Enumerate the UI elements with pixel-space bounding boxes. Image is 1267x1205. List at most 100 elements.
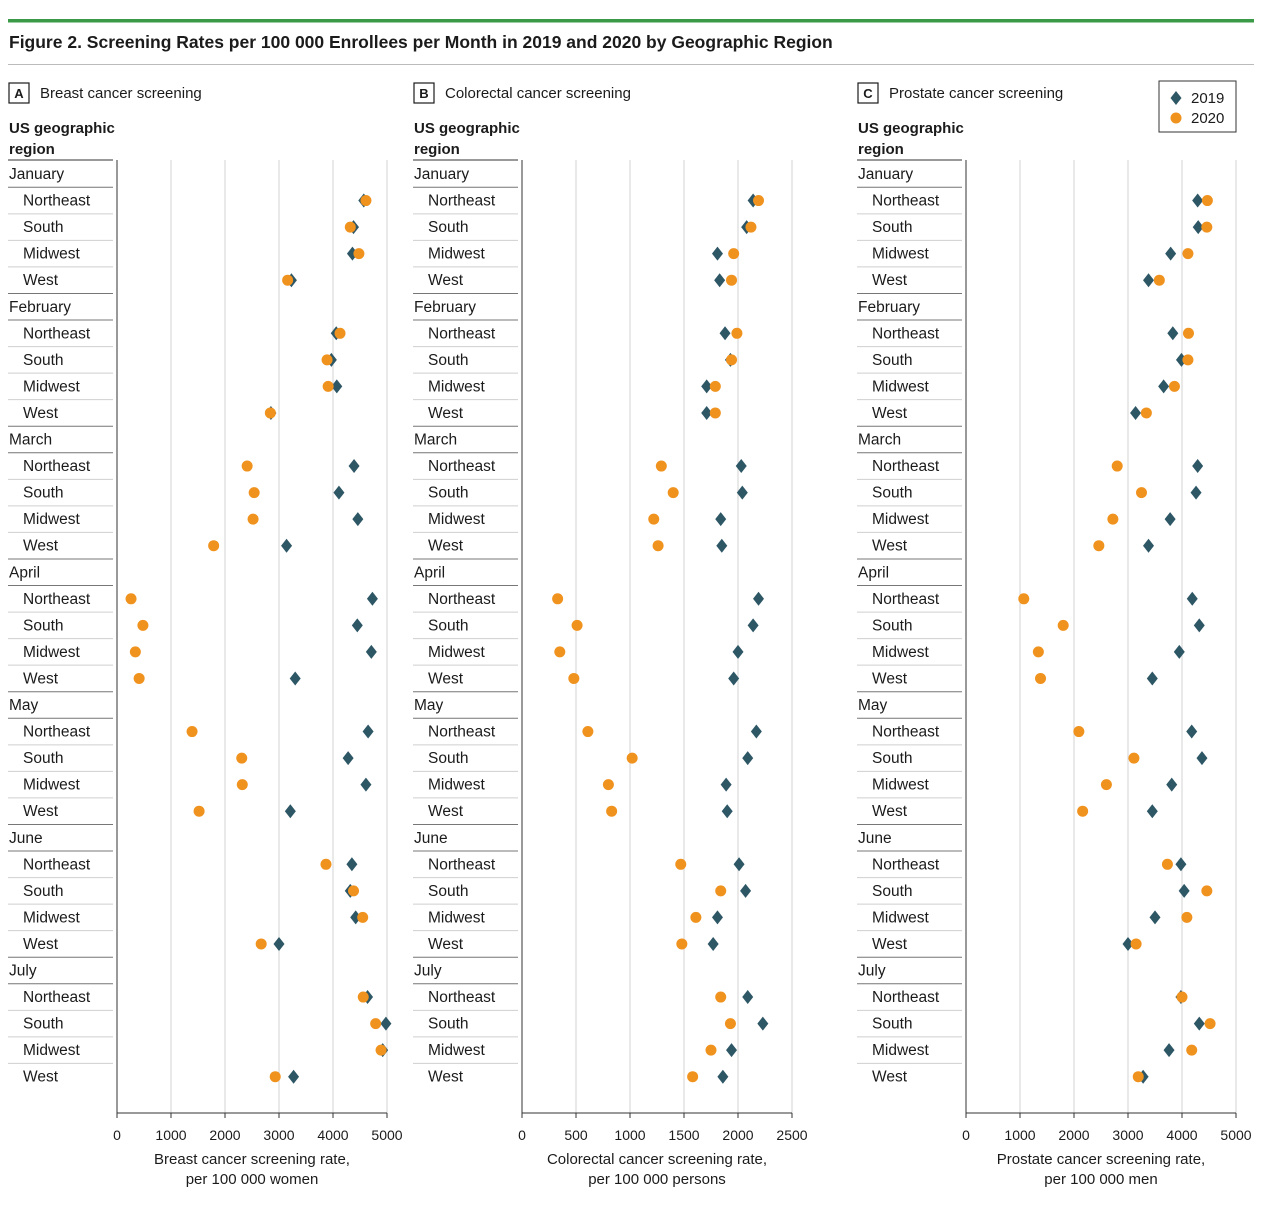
panel-title: Breast cancer screening	[40, 85, 202, 102]
region-label: South	[428, 883, 469, 900]
region-label: South	[428, 1016, 469, 1033]
x-tick-label: 4000	[317, 1127, 348, 1143]
point-2019	[747, 618, 759, 633]
point-2020	[264, 407, 276, 419]
point-2019	[1130, 405, 1142, 420]
point-2020	[236, 752, 248, 764]
point-2020	[129, 646, 141, 658]
point-2020	[357, 911, 369, 923]
point-2020	[1201, 221, 1213, 233]
month-label: July	[858, 963, 886, 980]
point-2019	[716, 538, 728, 553]
point-2020	[1186, 1044, 1198, 1056]
point-2019	[352, 512, 364, 527]
panel-a: A Breast cancer screening US geographic reg…	[8, 82, 403, 1188]
region-label: Northeast	[872, 193, 940, 210]
month-label: February	[414, 299, 476, 316]
panel-title: Colorectal cancer screening	[445, 85, 631, 102]
x-tick-label: 2000	[722, 1127, 753, 1143]
point-2020	[728, 248, 740, 260]
point-2020	[255, 938, 267, 950]
point-2019	[733, 857, 745, 872]
point-2019	[331, 379, 343, 394]
row-header-line-1: US geographic	[858, 120, 964, 137]
point-2019	[348, 459, 360, 474]
point-2019	[719, 326, 731, 341]
point-2020	[1035, 672, 1047, 684]
region-label: Midwest	[23, 644, 81, 661]
point-2020	[582, 726, 594, 738]
point-2019	[1166, 777, 1178, 792]
point-2020	[1100, 779, 1112, 791]
point-2020	[370, 1018, 382, 1030]
point-2020	[320, 858, 332, 870]
point-2020	[137, 619, 149, 631]
region-label: West	[872, 405, 908, 422]
region-label: Midwest	[23, 511, 81, 528]
point-2019	[711, 246, 723, 261]
region-label: Midwest	[428, 246, 486, 263]
x-tick-label: 5000	[1220, 1127, 1251, 1143]
point-2020	[1204, 1018, 1216, 1030]
region-label: South	[23, 219, 64, 236]
point-2020	[1018, 593, 1030, 605]
point-2020	[334, 327, 346, 339]
point-2019	[1192, 193, 1204, 208]
region-label: Midwest	[23, 909, 81, 926]
point-2019	[742, 751, 754, 766]
figure-title: Figure 2. Screening Rates per 100 000 En…	[9, 32, 833, 52]
point-2019	[366, 591, 378, 606]
point-2019	[281, 538, 293, 553]
point-2020	[602, 779, 614, 791]
region-label: Northeast	[23, 724, 91, 741]
legend-box	[1158, 80, 1237, 133]
point-2019	[1196, 751, 1208, 766]
x-axis-label-line-1: Breast cancer screening rate,	[154, 1151, 350, 1168]
region-label: South	[428, 750, 469, 767]
point-2020	[715, 885, 727, 897]
point-2019	[1146, 804, 1158, 819]
title-divider	[8, 64, 1254, 65]
panels: A Breast cancer screening US geographic reg…	[8, 82, 1252, 1188]
point-2019	[1165, 246, 1177, 261]
point-2019	[1146, 671, 1158, 686]
region-label: South	[428, 352, 469, 369]
point-2020	[554, 646, 566, 658]
point-2020	[353, 248, 365, 260]
region-label: Northeast	[23, 193, 91, 210]
point-2020	[344, 221, 356, 233]
region-label: West	[428, 405, 464, 422]
point-2019	[757, 1016, 769, 1031]
point-2020	[715, 991, 727, 1003]
region-label: Northeast	[23, 591, 91, 608]
region-label: West	[872, 538, 908, 555]
region-label: South	[23, 617, 64, 634]
region-label: West	[428, 1069, 464, 1086]
x-tick-label: 0	[113, 1127, 121, 1143]
legend-label-2020: 2020	[1191, 110, 1224, 127]
panel-letter: B	[419, 86, 428, 101]
point-2020	[321, 354, 333, 366]
x-tick-label: 3000	[1112, 1127, 1143, 1143]
point-2019	[289, 671, 301, 686]
point-2019	[360, 777, 372, 792]
point-2019	[1193, 618, 1205, 633]
x-axis-label-line-2: per 100 000 men	[1044, 1171, 1157, 1188]
point-2019	[1178, 883, 1190, 898]
point-2020	[1093, 540, 1105, 552]
point-2019	[1192, 220, 1204, 235]
point-2020	[753, 195, 765, 207]
point-2019	[740, 883, 752, 898]
region-label: Midwest	[23, 246, 81, 263]
point-2020	[745, 221, 757, 233]
point-2019	[333, 485, 345, 500]
point-2020	[269, 1071, 281, 1083]
point-2019	[735, 459, 747, 474]
x-axis-label-line-1: Prostate cancer screening rate,	[997, 1151, 1205, 1168]
month-label: June	[9, 830, 43, 847]
region-label: West	[23, 538, 59, 555]
region-label: Midwest	[428, 909, 486, 926]
point-2020	[133, 672, 145, 684]
point-2019	[728, 671, 740, 686]
